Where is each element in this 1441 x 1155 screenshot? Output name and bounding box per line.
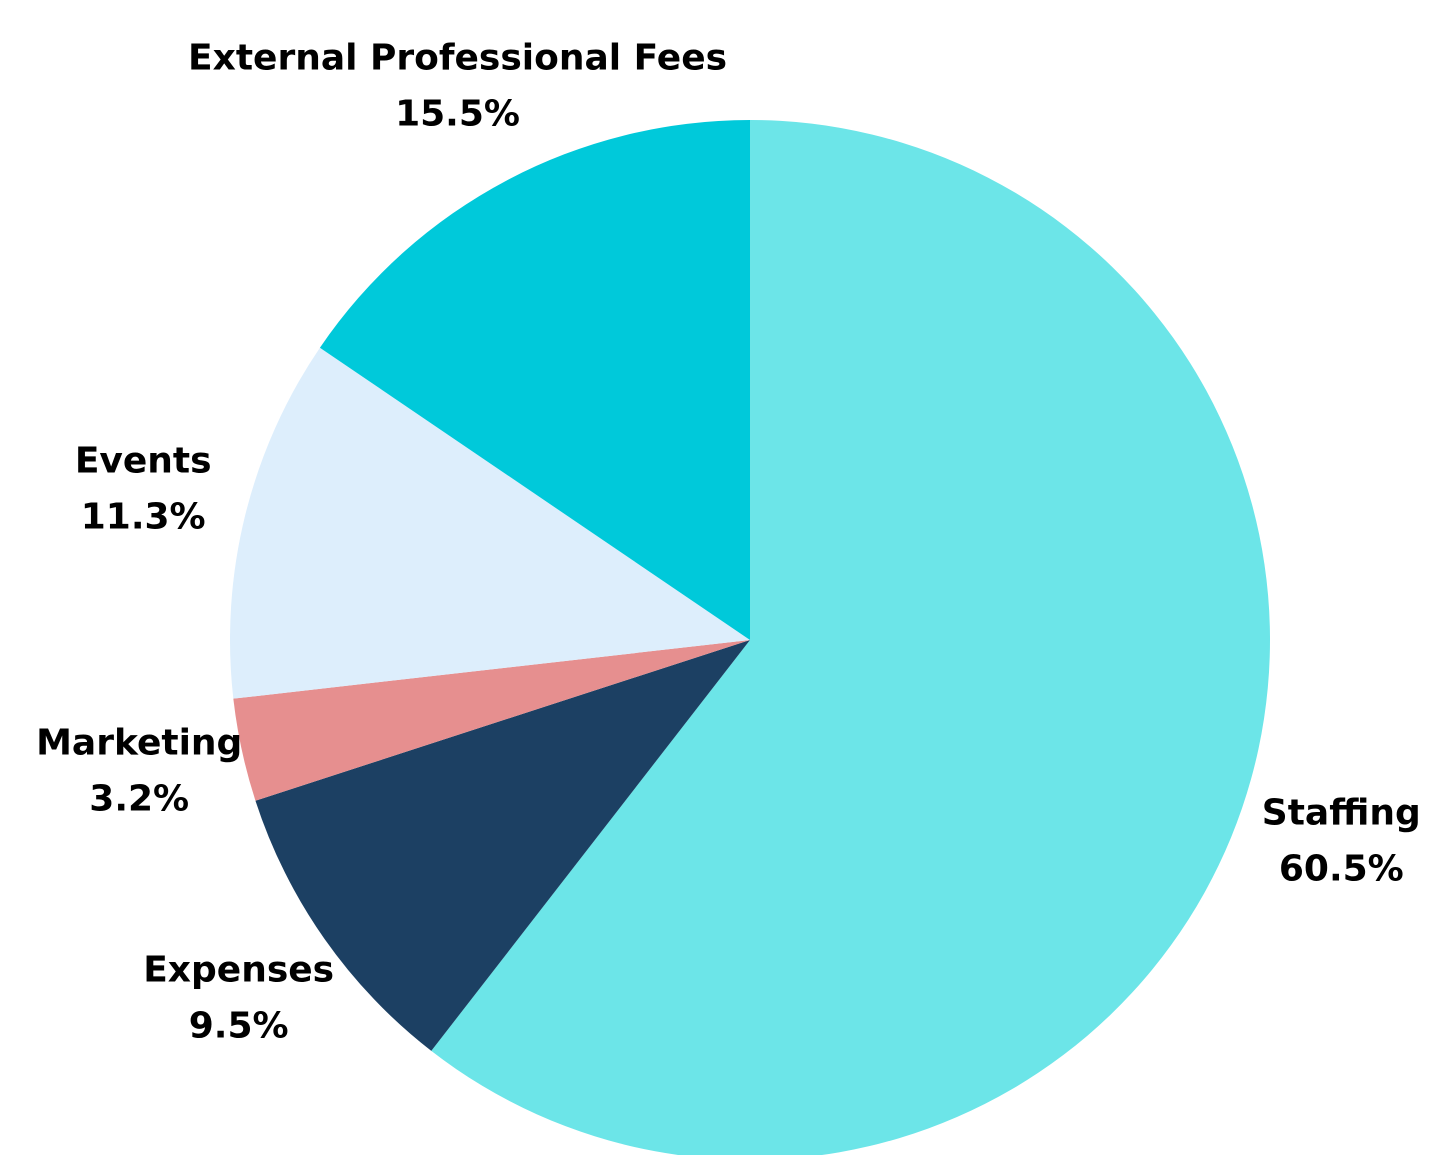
pie-slice: [431, 120, 1270, 1155]
slice-value-label: 3.2%: [89, 779, 189, 820]
slice-value-label: 60.5%: [1279, 848, 1404, 889]
slice-label: Expenses: [143, 949, 334, 990]
slice-value-label: 11.3%: [81, 496, 206, 537]
slice-label: Staffing: [1262, 792, 1421, 833]
slice-value-label: 15.5%: [395, 94, 520, 135]
pie-slice: [319, 120, 750, 640]
pie-slice: [233, 640, 750, 801]
pie-slice: [230, 347, 751, 699]
slice-label: External Professional Fees: [188, 38, 727, 79]
slice-label: Events: [75, 440, 212, 481]
slice-label: Marketing: [36, 723, 242, 764]
slice-value-label: 9.5%: [189, 1005, 289, 1046]
pie-slice: [255, 640, 750, 1051]
